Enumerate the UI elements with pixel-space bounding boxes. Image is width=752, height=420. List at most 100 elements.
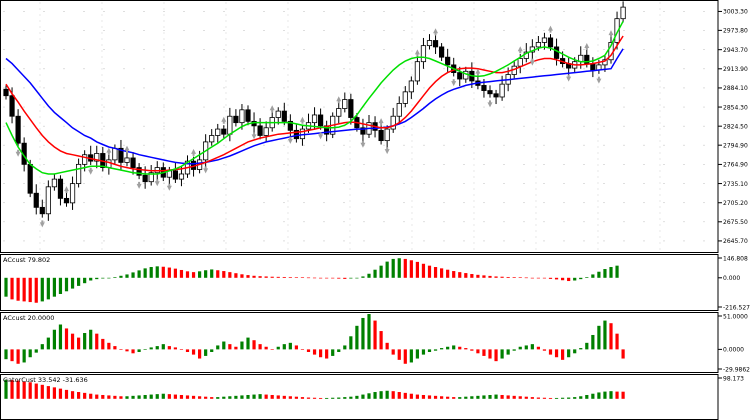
candle bbox=[118, 139, 124, 170]
histogram-bar bbox=[264, 346, 268, 350]
histogram-bar bbox=[433, 267, 438, 278]
histogram-bar bbox=[427, 265, 432, 278]
gator-upper-bar bbox=[391, 391, 395, 399]
candle-body-down bbox=[457, 72, 463, 80]
candle bbox=[33, 184, 39, 215]
histogram-bar bbox=[28, 277, 32, 303]
candle bbox=[178, 166, 185, 187]
histogram-bar bbox=[367, 314, 371, 350]
candle-body-down bbox=[130, 157, 136, 168]
fractal-up-arrow bbox=[64, 186, 69, 194]
fractal-up-arrow bbox=[299, 116, 305, 124]
gator-upper-bar bbox=[536, 397, 540, 399]
histogram-bar bbox=[70, 277, 75, 289]
histogram-bar bbox=[561, 349, 565, 360]
histogram-bar bbox=[270, 276, 274, 278]
candle-body-down bbox=[481, 85, 487, 91]
y-tick-label: 146.808 bbox=[723, 255, 748, 262]
histogram-bar bbox=[52, 329, 56, 350]
candle bbox=[130, 152, 136, 175]
histogram-bar bbox=[615, 333, 619, 350]
candle bbox=[124, 150, 130, 167]
histogram-bar bbox=[264, 276, 268, 278]
candle-body-up bbox=[94, 153, 100, 162]
histogram-bar bbox=[494, 276, 498, 278]
gator-upper-bar bbox=[561, 397, 565, 399]
histogram-bar bbox=[458, 346, 462, 350]
histogram-bar bbox=[561, 277, 565, 281]
histogram-bar bbox=[46, 337, 50, 350]
gator-upper-bar bbox=[228, 396, 232, 399]
gator-upper-bar bbox=[101, 394, 105, 399]
gator-upper-bar bbox=[191, 395, 196, 399]
histogram-bar bbox=[198, 349, 202, 359]
y-tick-label: 2884.10 bbox=[723, 85, 748, 92]
histogram-bar bbox=[319, 277, 323, 279]
candle bbox=[245, 105, 251, 126]
panel-label: GatorCust 33.542 -31.636 bbox=[3, 376, 88, 384]
histogram-bar bbox=[458, 272, 462, 278]
histogram-bar bbox=[185, 349, 190, 352]
y-tick-label: 2854.30 bbox=[723, 104, 748, 111]
histogram-bar bbox=[64, 328, 69, 350]
candle-body-down bbox=[57, 178, 64, 199]
candle bbox=[414, 52, 421, 85]
histogram-bar bbox=[228, 344, 232, 350]
gator-upper-bar bbox=[131, 395, 135, 399]
candle-body-up bbox=[426, 40, 433, 47]
histogram-bar bbox=[355, 277, 359, 279]
histogram-bar bbox=[119, 349, 123, 350]
histogram-bar bbox=[83, 277, 87, 284]
gator-upper-bar bbox=[204, 396, 208, 399]
histogram-bar bbox=[161, 266, 165, 278]
histogram-bar bbox=[464, 348, 468, 350]
histogram-bar bbox=[609, 323, 613, 350]
histogram-bar bbox=[530, 277, 534, 279]
candle-body-down bbox=[438, 46, 445, 58]
histogram-bar bbox=[488, 349, 492, 359]
y-tick-label: 2645.70 bbox=[723, 238, 748, 245]
candle-body-up bbox=[342, 99, 348, 109]
candle bbox=[15, 109, 21, 148]
candle bbox=[493, 89, 499, 105]
gator-upper-bar bbox=[530, 397, 534, 399]
candle-body-down bbox=[39, 206, 45, 215]
histogram-bar bbox=[615, 265, 619, 278]
candle bbox=[348, 93, 354, 125]
candle bbox=[94, 145, 100, 169]
fractal-down-arrow bbox=[384, 147, 390, 155]
histogram-bar bbox=[385, 342, 389, 350]
histogram-bar bbox=[591, 334, 595, 350]
fractal-up-arrow bbox=[191, 148, 197, 156]
gator-upper-bar bbox=[28, 382, 32, 399]
fractal-down-arrow bbox=[154, 179, 160, 187]
candle-body-up bbox=[499, 83, 505, 98]
gator-upper-bar bbox=[22, 381, 26, 399]
gator-upper-bar bbox=[597, 392, 601, 399]
gator-upper-bar bbox=[518, 396, 522, 399]
histogram-bar bbox=[252, 340, 256, 350]
histogram-bar bbox=[476, 349, 480, 354]
histogram-bar bbox=[306, 277, 311, 279]
histogram-bar bbox=[409, 349, 413, 363]
histogram-bar bbox=[337, 277, 341, 279]
histogram-bar bbox=[391, 349, 395, 355]
gator-upper-bar bbox=[52, 387, 56, 399]
y-tick-label: 2943.70 bbox=[723, 47, 748, 54]
candle-body-up bbox=[517, 58, 523, 67]
gator-upper-bar bbox=[470, 396, 474, 399]
fractal-down-arrow bbox=[566, 74, 572, 82]
histogram-bar bbox=[119, 275, 123, 278]
histogram-bar bbox=[40, 344, 44, 350]
histogram-bar bbox=[518, 277, 522, 278]
gator-upper-bar bbox=[325, 397, 329, 399]
histogram-bar bbox=[306, 349, 311, 352]
gator-upper-bar bbox=[361, 394, 365, 399]
histogram-bar bbox=[554, 349, 559, 358]
histogram-bar bbox=[16, 277, 20, 301]
gator-upper-bar bbox=[70, 391, 75, 399]
gator-upper-bar bbox=[16, 380, 20, 399]
candle-body-up bbox=[541, 37, 548, 43]
gator-upper-bar bbox=[343, 397, 347, 399]
